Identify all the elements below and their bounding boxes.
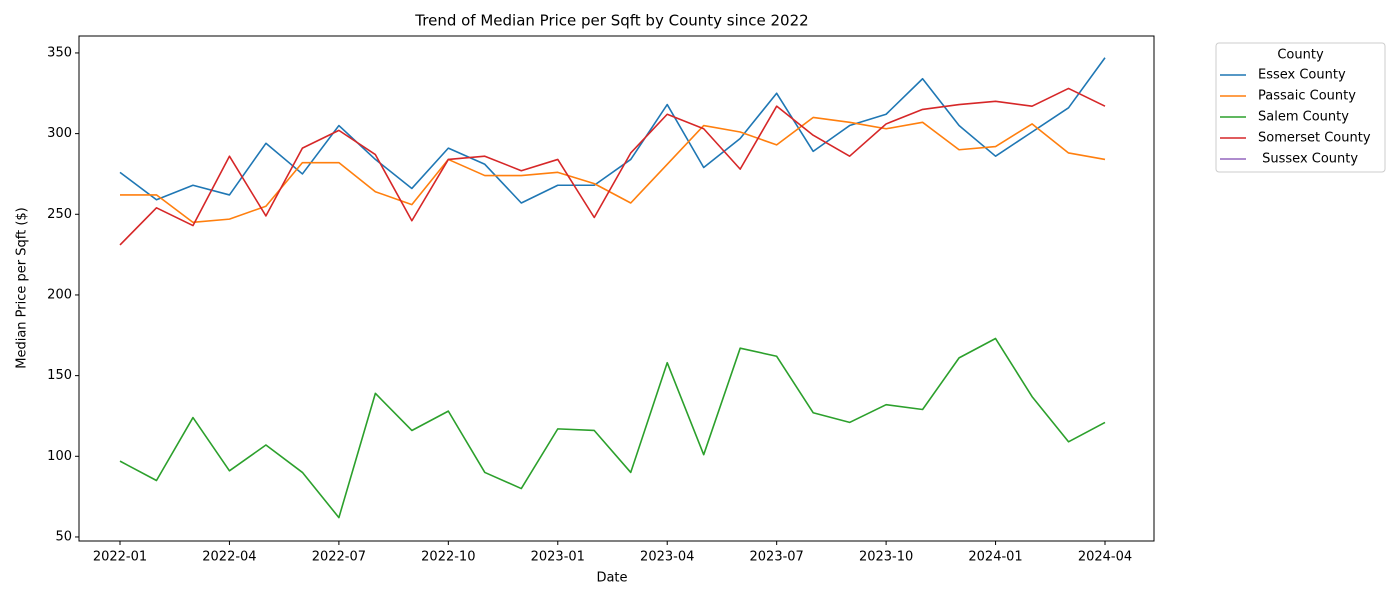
legend-box [1215,42,1386,173]
x-tick-label: 2022-01 [93,550,147,565]
series-line [119,87,1106,246]
x-tick-label: 2023-07 [750,550,804,565]
y-tick-label: 250 [47,207,72,222]
plot-frame [78,35,1155,542]
x-tick-label: 2022-04 [202,550,256,565]
x-tick-label: 2024-01 [968,550,1022,565]
y-axis-label: Median Price per Sqft ($) [15,207,30,368]
legend-label: Essex County [1258,68,1346,83]
x-tick-label: 2024-04 [1078,550,1132,565]
legend-label: Salem County [1258,110,1349,125]
x-axis-label: Date [596,571,627,586]
legend-label: Passaic County [1258,89,1356,104]
series-line [120,116,1106,224]
chart-title: Trend of Median Price per Sqft by County… [414,12,808,30]
y-tick-label: 300 [47,126,72,141]
y-tick-label: 100 [47,449,72,464]
y-tick-label: 200 [47,287,72,302]
y-tick-label: 50 [55,529,72,544]
legend-label: Somerset County [1258,131,1371,146]
legend-label: Sussex County [1258,152,1358,167]
y-tick-label: 350 [47,45,72,60]
x-tick-label: 2022-07 [312,550,366,565]
series-line [119,337,1106,519]
x-tick-label: 2023-10 [859,550,913,565]
legend-title: County [1277,48,1324,63]
x-tick-label: 2023-04 [640,550,694,565]
x-tick-label: 2022-10 [421,550,475,565]
y-tick-label: 150 [47,368,72,383]
x-tick-label: 2023-01 [531,550,585,565]
series-line [119,57,1106,204]
